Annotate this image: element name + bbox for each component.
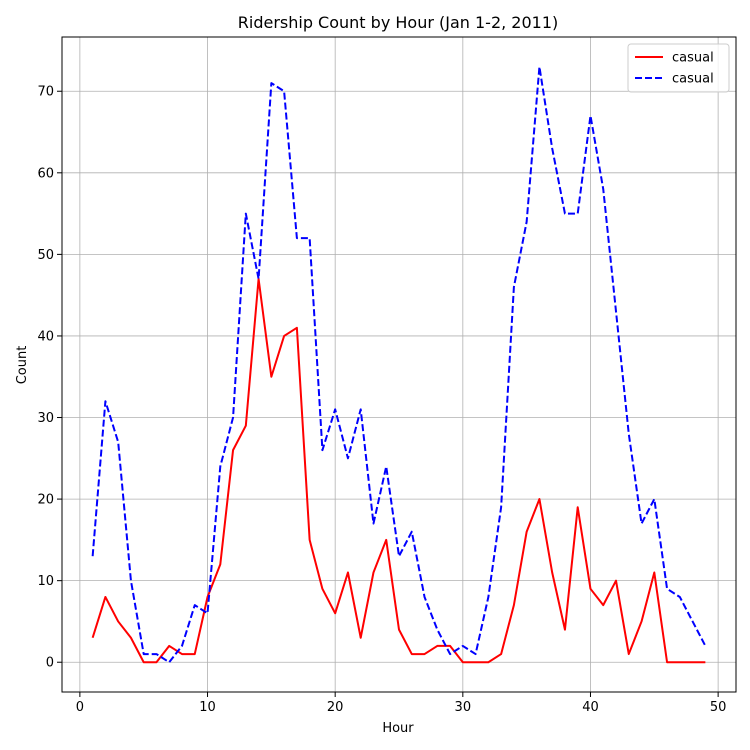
legend: casual casual <box>627 43 730 93</box>
legend-label: casual <box>672 51 714 66</box>
x-tick-label: 40 <box>582 700 599 715</box>
ticks: 0 10 20 30 40 50 0 10 20 30 40 50 60 70 <box>37 85 726 715</box>
y-tick-label: 50 <box>37 248 54 263</box>
series-layer <box>91 65 707 664</box>
y-tick-label: 20 <box>37 493 54 508</box>
x-tick-label: 0 <box>76 700 84 715</box>
plot-frame <box>61 36 737 693</box>
series-line-0 <box>91 277 706 664</box>
y-tick-label: 30 <box>37 411 54 426</box>
legend-label: casual <box>672 72 714 87</box>
chart-title: Ridership Count by Hour (Jan 1-2, 2011) <box>238 13 559 32</box>
y-tick-label: 40 <box>37 329 54 344</box>
x-axis-label: Hour <box>382 721 414 736</box>
x-tick-label: 50 <box>710 700 727 715</box>
grid <box>62 37 736 692</box>
y-tick-label: 60 <box>37 166 54 181</box>
y-axis-label: Count <box>15 346 30 385</box>
y-tick-label: 0 <box>46 656 54 671</box>
y-tick-label: 70 <box>37 85 54 100</box>
x-tick-label: 20 <box>327 700 344 715</box>
x-tick-label: 10 <box>199 700 216 715</box>
series-line-1 <box>91 65 707 664</box>
x-tick-label: 30 <box>455 700 472 715</box>
y-tick-label: 10 <box>37 574 54 589</box>
